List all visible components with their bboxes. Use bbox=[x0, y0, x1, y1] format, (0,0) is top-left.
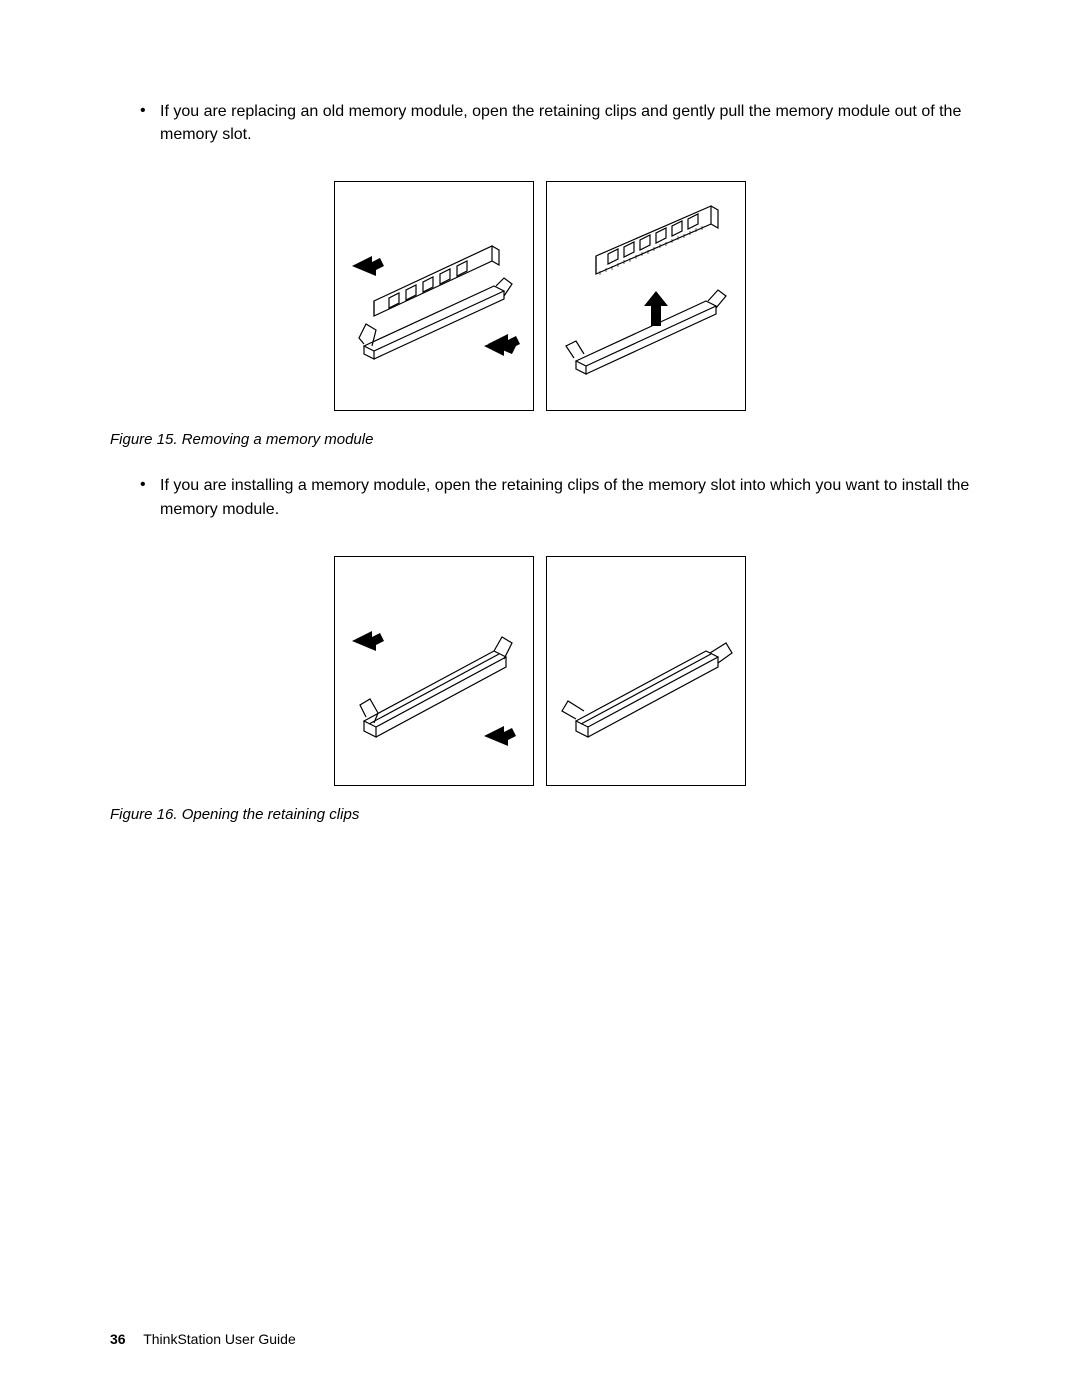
figure-caption: Figure 16. Opening the retaining clips bbox=[110, 806, 970, 823]
arrow-icon bbox=[352, 256, 384, 276]
page-number: 36 bbox=[110, 1331, 126, 1347]
page-footer: 36 ThinkStation User Guide bbox=[110, 1331, 296, 1347]
memory-module-removed-diagram bbox=[556, 196, 736, 396]
figure-panel bbox=[546, 181, 746, 411]
memory-slot-open-diagram bbox=[556, 571, 736, 771]
figure-panel bbox=[334, 556, 534, 786]
bullet-marker: • bbox=[140, 100, 160, 146]
arrow-icon bbox=[484, 726, 516, 746]
figure-panel bbox=[546, 556, 746, 786]
bullet-item: • If you are installing a memory module,… bbox=[140, 474, 970, 520]
bullet-text: If you are replacing an old memory modul… bbox=[160, 100, 970, 146]
figure-row bbox=[110, 556, 970, 786]
memory-slot-closed-diagram bbox=[344, 571, 524, 771]
arrow-icon bbox=[352, 631, 384, 651]
figure-panel bbox=[334, 181, 534, 411]
bullet-text: If you are installing a memory module, o… bbox=[160, 474, 970, 520]
memory-module-in-slot-diagram bbox=[344, 196, 524, 396]
figure-caption: Figure 15. Removing a memory module bbox=[110, 431, 970, 448]
figure-row bbox=[110, 181, 970, 411]
bullet-item: • If you are replacing an old memory mod… bbox=[140, 100, 970, 146]
bullet-marker: • bbox=[140, 474, 160, 520]
doc-title: ThinkStation User Guide bbox=[143, 1331, 296, 1347]
